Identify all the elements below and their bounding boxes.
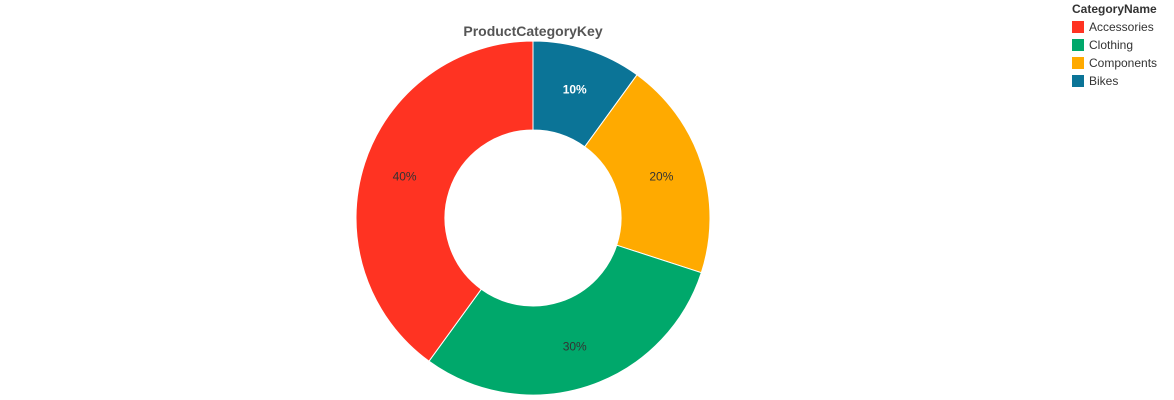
slice-label-bikes: 10% <box>563 83 587 97</box>
slice-label-clothing: 30% <box>563 339 587 353</box>
slice-label-components: 20% <box>649 169 673 183</box>
legend-swatch-accessories[interactable] <box>1072 21 1084 33</box>
legend-swatch-clothing[interactable] <box>1072 39 1084 51</box>
slice-clothing[interactable] <box>428 244 702 396</box>
slice-components[interactable] <box>584 74 711 274</box>
slice-labels-group: 10% 20% 30% 40% <box>393 83 674 354</box>
slices-group <box>355 40 711 396</box>
slice-accessories[interactable] <box>355 40 534 362</box>
legend-label-clothing[interactable]: Clothing <box>1089 38 1133 52</box>
legend-label-accessories[interactable]: Accessories <box>1089 20 1154 34</box>
legend-swatch-components[interactable] <box>1072 57 1084 69</box>
legend-title: CategoryName <box>1072 2 1157 16</box>
legend-label-bikes[interactable]: Bikes <box>1089 74 1118 88</box>
slice-label-accessories: 40% <box>393 169 417 183</box>
legend-swatch-bikes[interactable] <box>1072 75 1084 87</box>
chart-title: ProductCategoryKey <box>463 23 602 39</box>
legend-label-components[interactable]: Components <box>1089 56 1157 70</box>
legend: CategoryName Accessories Clothing Componen… <box>1072 2 1157 88</box>
